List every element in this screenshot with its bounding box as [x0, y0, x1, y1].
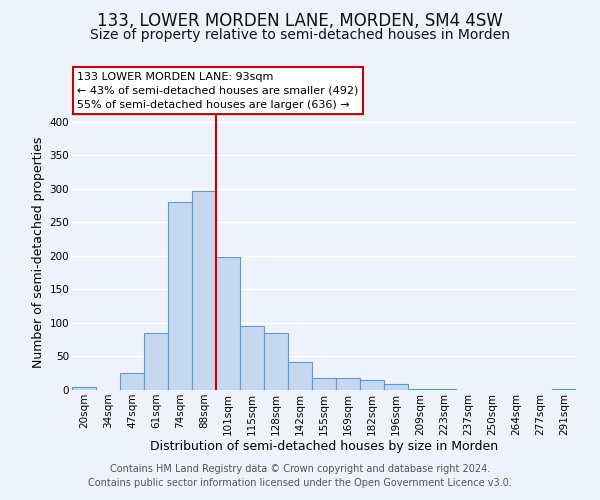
Bar: [216, 257, 240, 390]
Bar: [360, 380, 384, 390]
Bar: [288, 362, 312, 390]
Text: 133, LOWER MORDEN LANE, MORDEN, SM4 4SW: 133, LOWER MORDEN LANE, MORDEN, SM4 4SW: [97, 12, 503, 30]
Bar: [264, 333, 288, 390]
X-axis label: Distribution of semi-detached houses by size in Morden: Distribution of semi-detached houses by …: [150, 440, 498, 454]
Bar: [552, 388, 576, 390]
Y-axis label: Number of semi-detached properties: Number of semi-detached properties: [32, 137, 46, 368]
Bar: [144, 333, 168, 390]
Bar: [72, 386, 96, 390]
Bar: [168, 202, 192, 390]
Bar: [384, 384, 408, 390]
Text: 133 LOWER MORDEN LANE: 93sqm
← 43% of semi-detached houses are smaller (492)
55%: 133 LOWER MORDEN LANE: 93sqm ← 43% of se…: [77, 72, 358, 110]
Text: Size of property relative to semi-detached houses in Morden: Size of property relative to semi-detach…: [90, 28, 510, 42]
Bar: [240, 326, 264, 390]
Text: Contains HM Land Registry data © Crown copyright and database right 2024.
Contai: Contains HM Land Registry data © Crown c…: [88, 464, 512, 487]
Bar: [192, 191, 216, 390]
Bar: [120, 373, 144, 390]
Bar: [408, 388, 432, 390]
Bar: [312, 378, 336, 390]
Bar: [336, 378, 360, 390]
